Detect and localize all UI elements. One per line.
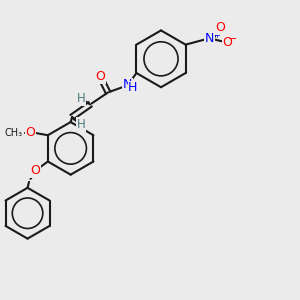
Text: O: O (96, 70, 106, 83)
Text: H: H (76, 118, 85, 131)
Text: +: + (213, 31, 220, 40)
Text: CH₃: CH₃ (4, 128, 22, 138)
Text: O: O (31, 164, 40, 177)
Text: H: H (77, 92, 86, 105)
Text: N: N (123, 79, 132, 92)
Text: O: O (215, 21, 225, 34)
Text: O: O (26, 126, 35, 139)
Text: −: − (228, 34, 237, 44)
Text: H: H (128, 82, 137, 94)
Text: N: N (205, 32, 214, 45)
Text: O: O (223, 36, 232, 49)
